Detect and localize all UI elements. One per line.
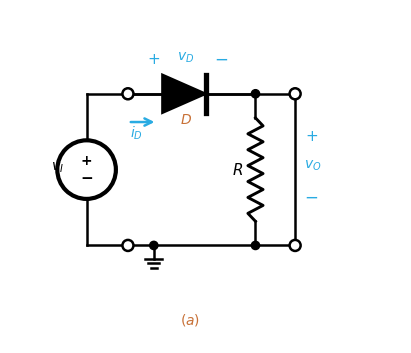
Text: $i_D$: $i_D$ xyxy=(130,124,143,142)
Circle shape xyxy=(150,241,158,250)
Text: $D$: $D$ xyxy=(180,113,192,127)
Circle shape xyxy=(252,90,260,98)
Circle shape xyxy=(252,241,260,250)
Text: −: − xyxy=(305,188,319,206)
Text: $v_I$: $v_I$ xyxy=(51,161,64,175)
Text: −: − xyxy=(214,50,228,68)
Circle shape xyxy=(290,88,300,99)
Text: $(a)$: $(a)$ xyxy=(180,312,200,328)
Circle shape xyxy=(122,88,134,99)
Text: +: + xyxy=(81,154,92,168)
Text: $v_O$: $v_O$ xyxy=(304,159,322,173)
Polygon shape xyxy=(162,75,206,113)
Circle shape xyxy=(122,240,134,251)
Text: +: + xyxy=(305,129,318,144)
Text: $R$: $R$ xyxy=(232,162,243,178)
Circle shape xyxy=(290,240,300,251)
Text: $v_D$: $v_D$ xyxy=(177,50,194,65)
Text: −: − xyxy=(80,171,93,186)
Text: +: + xyxy=(148,52,160,67)
